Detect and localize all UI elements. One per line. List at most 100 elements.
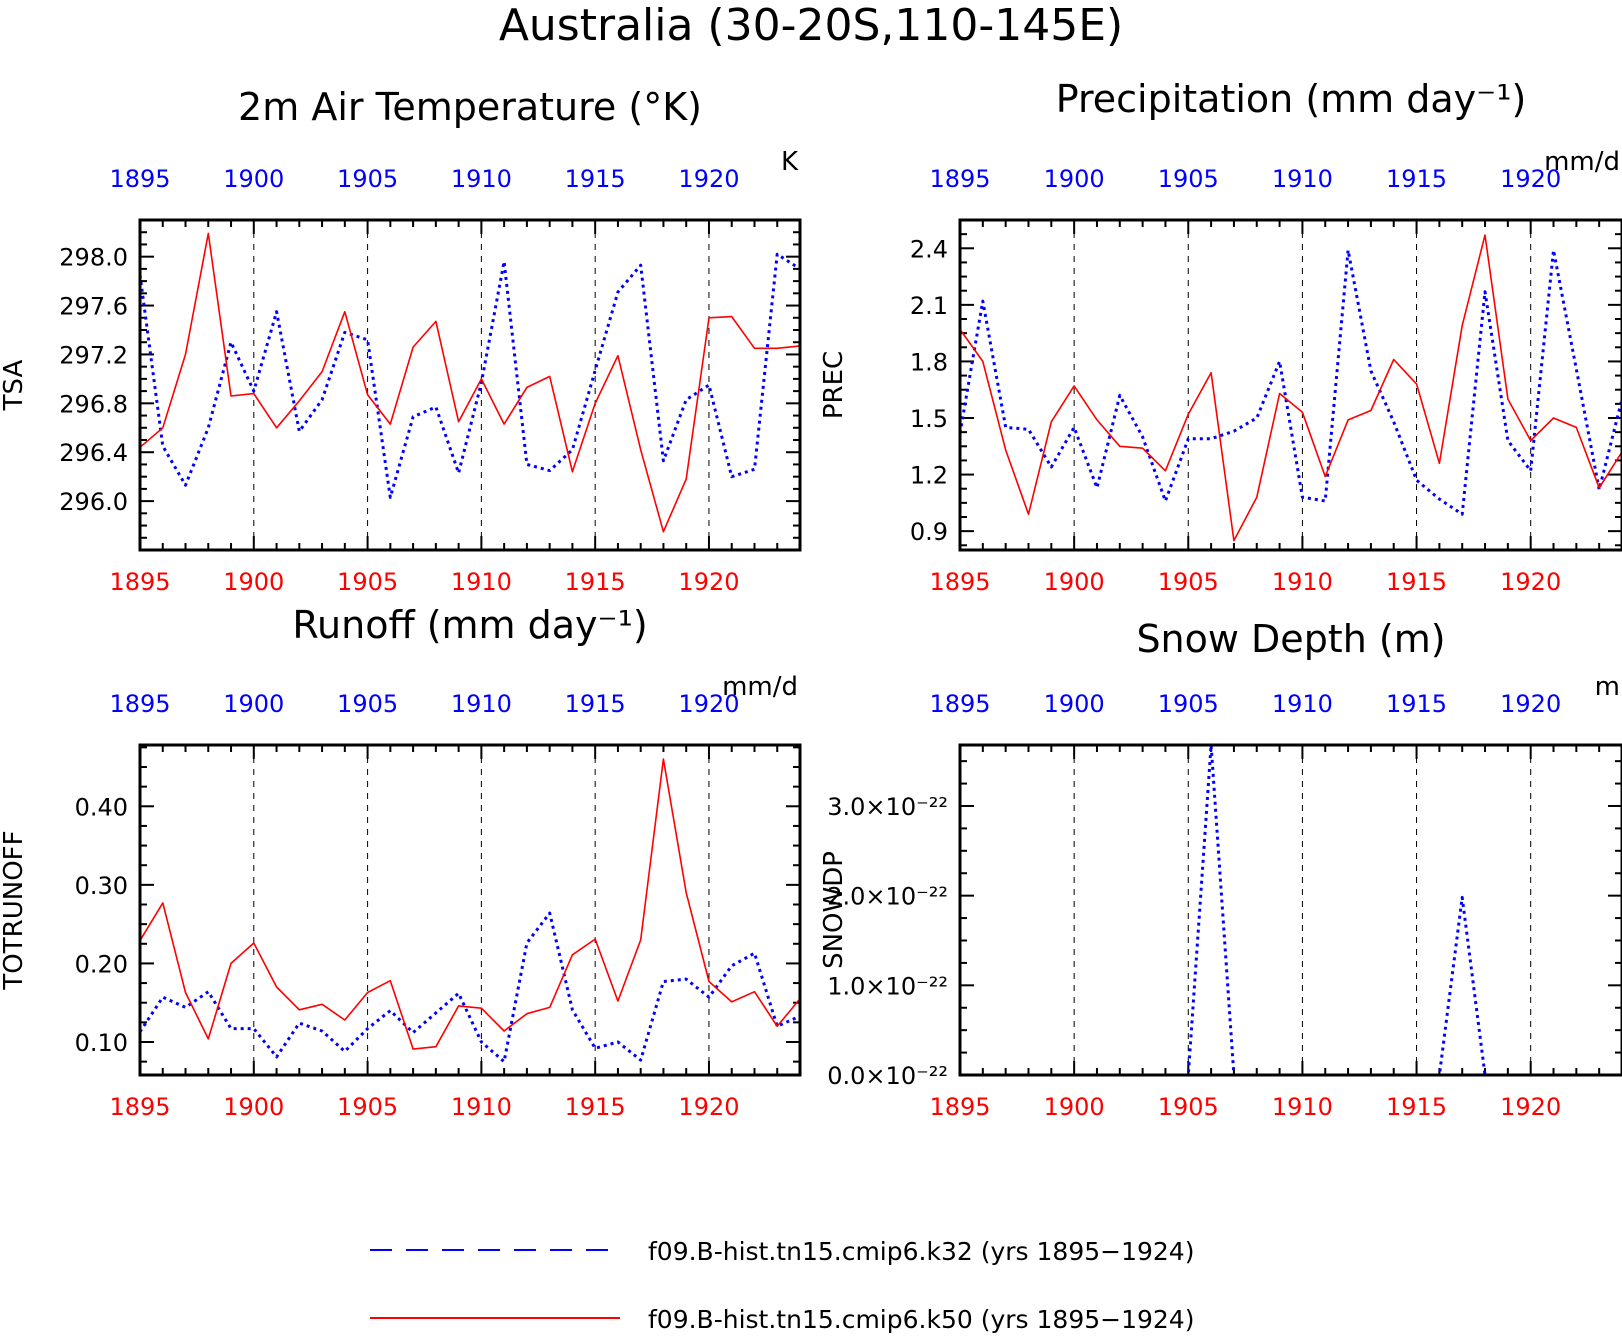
panel-title: 2m Air Temperature (°K) [238,85,702,129]
y-axis-label: SNOWDP [819,851,849,969]
x-tick-label-top: 1910 [451,165,512,193]
x-tick-label-top: 1895 [109,690,170,718]
x-tick-label-bottom: 1905 [1158,1093,1219,1121]
series-line-k50 [959,234,1622,542]
x-tick-label-bottom: 1900 [223,568,284,596]
y-tick-label: 3.0×10⁻²² [827,793,948,821]
x-tick-label-top: 1905 [1158,690,1219,718]
y-tick-label: 2.1 [910,292,948,320]
x-tick-label-bottom: 1910 [451,568,512,596]
series-line-k32 [960,743,1622,1077]
series-line-k32 [138,911,801,1064]
x-tick-label-bottom: 1915 [565,568,626,596]
x-tick-label-top: 1900 [223,165,284,193]
x-tick-label-bottom: 1910 [1272,568,1333,596]
panel-title: Snow Depth (m) [1136,617,1445,661]
x-tick-label-top: 1905 [1158,165,1219,193]
x-tick-label-bottom: 1895 [929,568,990,596]
y-tick-label: 296.4 [59,439,128,467]
x-tick-label-top: 1920 [1500,690,1561,718]
x-tick-label-bottom: 1895 [929,1093,990,1121]
y-tick-label: 0.10 [75,1029,128,1057]
units-label: mm/d [722,672,798,702]
y-tick-label: 0.0×10⁻²² [827,1062,948,1090]
y-tick-label: 297.2 [59,341,128,369]
x-tick-label-bottom: 1915 [1386,568,1447,596]
y-tick-label: 0.20 [75,950,128,978]
panel-title: Precipitation (mm day⁻¹) [1056,77,1527,121]
legend-label-k32: f09.B-hist.tn15.cmip6.k32 (yrs 1895−1924… [648,1237,1194,1266]
main-title: Australia (30-20S,110-145E) [499,0,1123,51]
x-tick-label-top: 1920 [678,165,739,193]
x-tick-label-top: 1895 [929,165,990,193]
series-line-k50 [139,232,801,533]
series-line-k50 [139,758,801,1050]
y-tick-label: 1.5 [910,405,948,433]
y-tick-label: 296.8 [59,390,128,418]
plot-frame [138,743,802,1077]
y-tick-label: 1.8 [910,348,948,376]
plot-frame [958,743,1622,1077]
x-tick-label-bottom: 1920 [678,1093,739,1121]
series-line-k32 [138,252,801,499]
y-tick-label: 0.40 [75,793,128,821]
x-tick-label-top: 1905 [337,690,398,718]
y-tick-label: 298.0 [59,244,128,272]
x-tick-label-top: 1900 [1044,165,1105,193]
x-tick-label-top: 1920 [678,690,739,718]
y-tick-label: 296.0 [59,488,128,516]
plot-frame [138,218,802,552]
y-tick-label: 1.0×10⁻²² [827,972,948,1000]
series-line-k32 [958,248,1622,516]
x-tick-label-bottom: 1910 [451,1093,512,1121]
x-tick-label-bottom: 1920 [678,568,739,596]
y-tick-label: 0.30 [75,872,128,900]
x-tick-label-top: 1915 [565,165,626,193]
panel-title: Runoff (mm day⁻¹) [292,603,647,647]
x-tick-label-bottom: 1905 [337,1093,398,1121]
x-tick-label-bottom: 1900 [223,1093,284,1121]
units-label: K [781,147,799,177]
x-tick-label-bottom: 1920 [1500,568,1561,596]
y-tick-label: 297.6 [59,293,128,321]
x-tick-label-bottom: 1905 [337,568,398,596]
x-tick-label-bottom: 1920 [1500,1093,1561,1121]
x-tick-label-top: 1915 [1386,690,1447,718]
y-tick-label: 2.4 [910,235,948,263]
units-label: m [1595,672,1620,702]
panels: 2m Air Temperature (°K) K TSA 1895 1895 1900 1… [0,77,1622,1121]
y-tick-label: 2.0×10⁻²² [827,883,948,911]
y-axis-label: TOTRUNOFF [0,830,29,990]
panel-prec: Precipitation (mm day⁻¹) mm/d PREC 1895 1895… [819,77,1622,596]
y-tick-label: 1.2 [910,462,948,490]
x-tick-label-bottom: 1915 [565,1093,626,1121]
units-label: mm/d [1544,147,1620,177]
x-tick-label-top: 1895 [109,165,170,193]
x-tick-label-top: 1895 [929,690,990,718]
x-tick-label-top: 1900 [1044,690,1105,718]
legend: f09.B-hist.tn15.cmip6.k32 (yrs 1895−1924… [370,1237,1194,1334]
x-tick-label-top: 1920 [1500,165,1561,193]
x-tick-label-bottom: 1905 [1158,568,1219,596]
x-tick-label-bottom: 1900 [1044,568,1105,596]
x-tick-label-top: 1910 [451,690,512,718]
y-axis-label: PREC [819,351,849,419]
x-tick-label-bottom: 1915 [1386,1093,1447,1121]
panel-runoff: Runoff (mm day⁻¹) mm/d TOTRUNOFF 1895 1895 19… [0,603,802,1121]
x-tick-label-top: 1905 [337,165,398,193]
y-axis-label: TSA [0,359,29,411]
x-tick-label-bottom: 1900 [1044,1093,1105,1121]
x-tick-label-top: 1915 [1386,165,1447,193]
plot-frame [958,218,1622,552]
panel-tsa: 2m Air Temperature (°K) K TSA 1895 1895 1900 1… [0,85,802,596]
legend-label-k50: f09.B-hist.tn15.cmip6.k50 (yrs 1895−1924… [648,1305,1194,1334]
y-tick-label: 0.9 [910,518,948,546]
x-tick-label-top: 1910 [1272,690,1333,718]
x-tick-label-top: 1910 [1272,165,1333,193]
x-tick-label-bottom: 1895 [109,568,170,596]
x-tick-label-bottom: 1895 [109,1093,170,1121]
panel-snowdp: Snow Depth (m) m SNOWDP 1895 1895 1900 1900 190… [819,617,1622,1121]
x-tick-label-bottom: 1910 [1272,1093,1333,1121]
x-tick-label-top: 1915 [565,690,626,718]
